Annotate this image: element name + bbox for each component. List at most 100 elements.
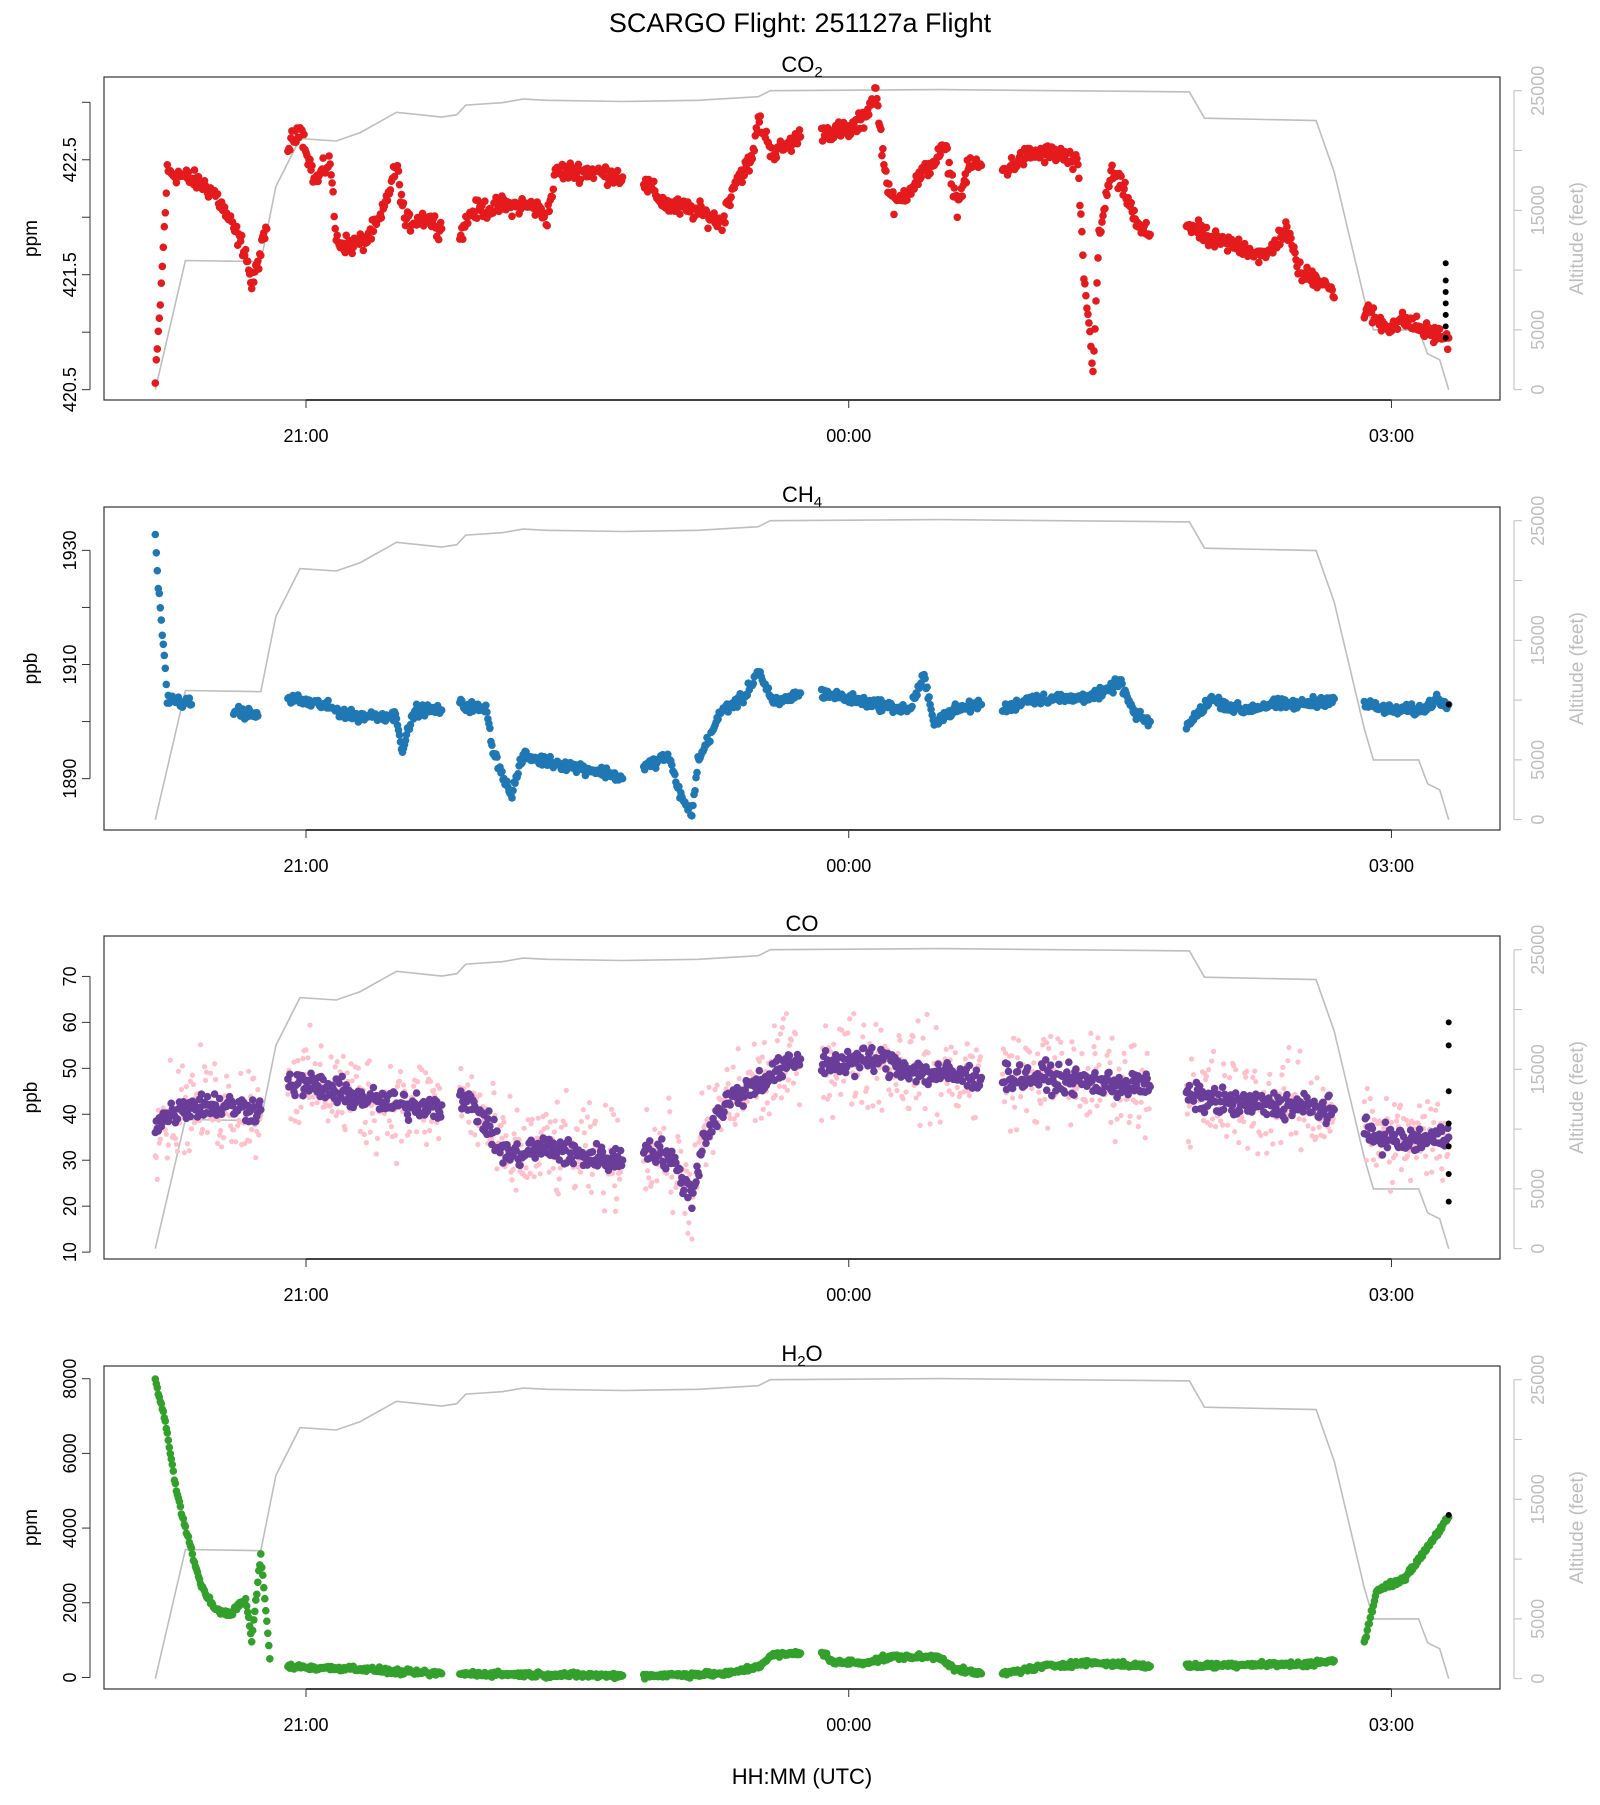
raw-data-point (573, 1184, 578, 1189)
raw-data-point (176, 1069, 181, 1074)
raw-data-point (963, 1056, 968, 1061)
raw-data-point (313, 1061, 318, 1066)
raw-data-point (394, 1161, 399, 1166)
data-point (908, 703, 916, 711)
raw-data-point (1038, 1101, 1043, 1106)
raw-data-point (886, 1087, 891, 1092)
raw-data-point (676, 1139, 681, 1144)
data-point (949, 171, 957, 179)
raw-data-point (923, 1106, 928, 1111)
data-point (1281, 1116, 1289, 1124)
data-point (329, 188, 337, 196)
raw-data-point (459, 1113, 464, 1118)
raw-data-point (397, 1079, 402, 1084)
data-point (570, 1160, 578, 1168)
raw-data-point (965, 1041, 970, 1046)
raw-data-point (1189, 1056, 1194, 1061)
raw-data-point (1374, 1163, 1379, 1168)
raw-data-point (1221, 1061, 1226, 1066)
y-tick-label: 60 (60, 1012, 80, 1032)
raw-data-point (1268, 1128, 1273, 1133)
data-point (923, 683, 931, 691)
data-point (160, 641, 168, 649)
data-point (1047, 1061, 1055, 1069)
data-point (1287, 235, 1295, 243)
data-point (249, 1096, 257, 1104)
raw-data-point (309, 1102, 314, 1107)
raw-data-point (251, 1076, 256, 1081)
raw-data-point (1018, 1094, 1023, 1099)
raw-data-point (1188, 1145, 1193, 1150)
y-axis-label: ppb (21, 1082, 42, 1114)
data-point (1379, 1151, 1387, 1159)
raw-data-point (393, 1133, 398, 1138)
data-point (338, 1073, 346, 1081)
data-point (1382, 1119, 1390, 1127)
raw-data-point (315, 1100, 320, 1105)
raw-data-point (511, 1131, 516, 1136)
data-point (1296, 258, 1304, 266)
data-point (177, 1503, 185, 1511)
raw-data-point (1439, 1166, 1444, 1171)
data-point (395, 167, 403, 175)
data-point (438, 706, 446, 714)
raw-data-point (1094, 1103, 1099, 1108)
final-data-point (1446, 702, 1452, 708)
raw-data-point (1096, 1062, 1101, 1067)
raw-data-point (1236, 1140, 1241, 1145)
data-point (978, 701, 986, 709)
data-point (693, 769, 701, 777)
data-points (152, 1011, 1453, 1241)
data-point (160, 244, 168, 252)
data-point (851, 1073, 859, 1081)
raw-data-point (168, 1058, 173, 1063)
raw-data-point (587, 1100, 592, 1105)
raw-data-point (1414, 1155, 1419, 1160)
data-point (1077, 210, 1085, 218)
data-point (158, 616, 166, 624)
data-point (959, 192, 967, 200)
data-point (1436, 325, 1444, 333)
raw-data-point (1285, 1058, 1290, 1063)
raw-data-point (737, 1076, 742, 1081)
raw-data-point (1322, 1134, 1327, 1139)
raw-data-point (1008, 1129, 1013, 1134)
raw-data-point (853, 1091, 858, 1096)
data-point (158, 279, 166, 287)
raw-data-point (685, 1231, 690, 1236)
data-point (286, 146, 294, 154)
raw-data-point (203, 1078, 208, 1083)
raw-data-point (1264, 1151, 1269, 1156)
data-point (291, 1092, 299, 1100)
final-data-point (1443, 260, 1449, 266)
y-tick-label: 30 (60, 1150, 80, 1170)
data-point (431, 212, 439, 220)
raw-data-point (491, 1090, 496, 1095)
data-point (260, 1584, 268, 1592)
data-point (1081, 280, 1089, 288)
raw-data-point (1113, 1139, 1118, 1144)
raw-data-point (182, 1150, 187, 1155)
data-point (617, 1147, 625, 1155)
data-point (238, 232, 246, 240)
panel-title-main: CO (786, 911, 819, 936)
data-point (396, 181, 404, 189)
raw-data-point (1210, 1116, 1215, 1121)
raw-data-point (368, 1130, 373, 1135)
raw-data-point (978, 1054, 983, 1059)
data-point (545, 208, 553, 216)
raw-data-point (1392, 1102, 1397, 1107)
raw-data-point (683, 1162, 688, 1167)
raw-data-point (1279, 1072, 1284, 1077)
altitude-tick-label: 5000 (1528, 310, 1548, 350)
data-point (872, 84, 880, 92)
raw-data-point (830, 1115, 835, 1120)
raw-data-point (303, 1047, 308, 1052)
data-point (393, 715, 401, 723)
data-point (1093, 279, 1101, 287)
data-point (154, 567, 162, 575)
raw-data-point (1225, 1123, 1230, 1128)
